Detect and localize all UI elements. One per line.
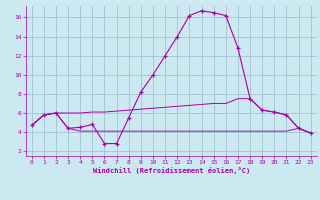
X-axis label: Windchill (Refroidissement éolien,°C): Windchill (Refroidissement éolien,°C) <box>92 167 250 174</box>
